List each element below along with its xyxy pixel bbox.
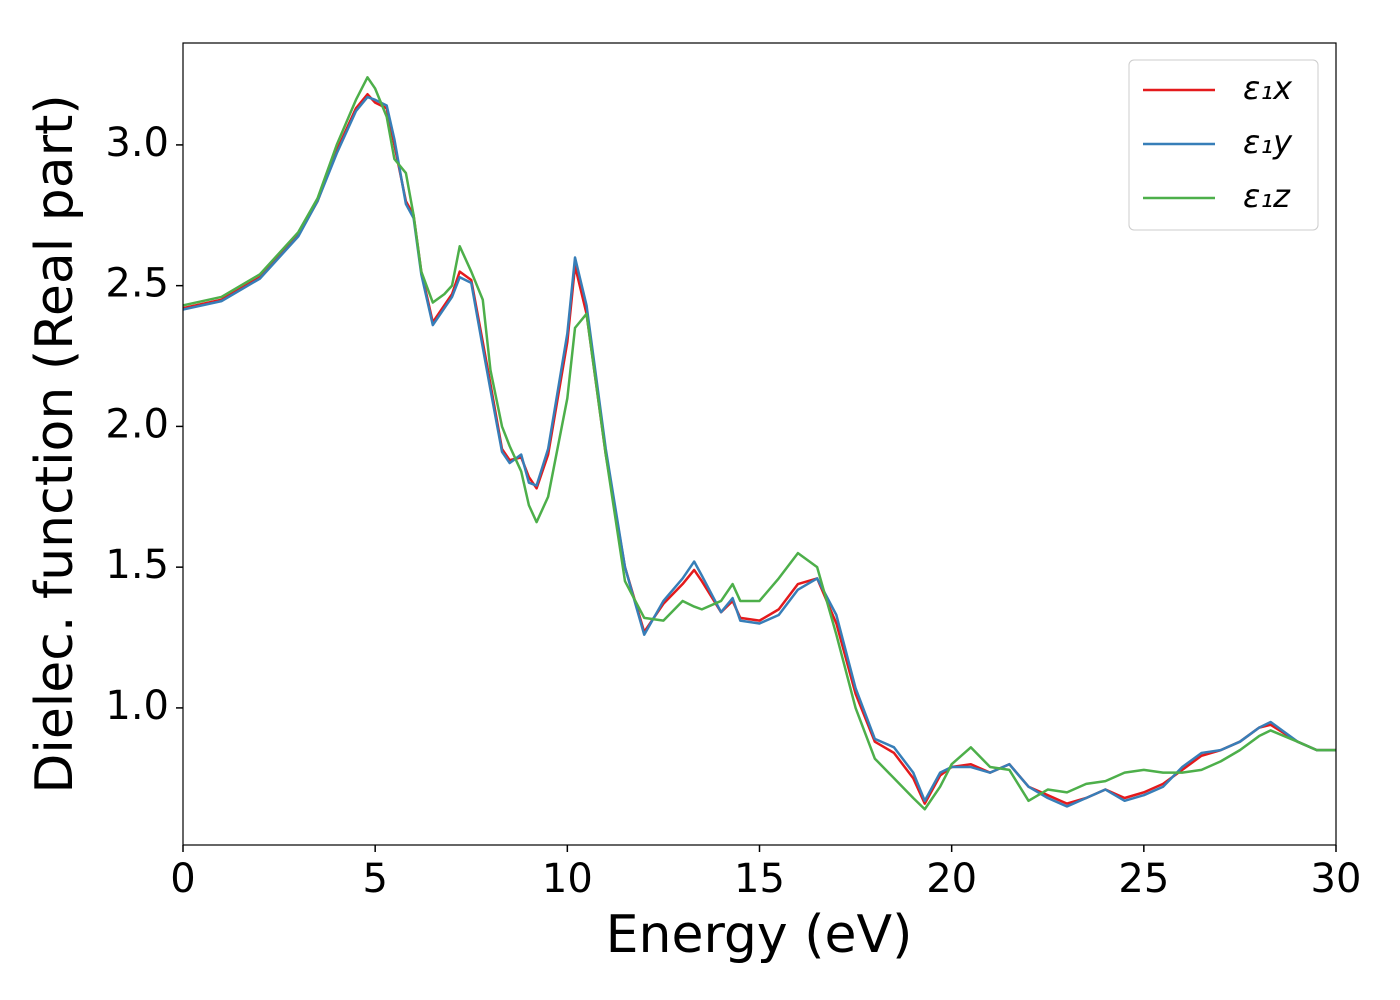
legend-label: ε₁x bbox=[1243, 69, 1293, 107]
data-line bbox=[183, 76, 1336, 811]
x-tick-label: 30 bbox=[1311, 856, 1362, 902]
x-tick-label: 15 bbox=[734, 856, 785, 902]
y-tick-label: 2.0 bbox=[105, 401, 169, 447]
y-tick-label: 3.0 bbox=[105, 120, 169, 166]
x-tick-label: 5 bbox=[362, 856, 387, 902]
y-tick-label: 1.5 bbox=[105, 542, 169, 588]
legend-box bbox=[1128, 59, 1319, 231]
x-tick-label: 20 bbox=[926, 856, 977, 902]
x-axis-title: Energy (eV) bbox=[606, 905, 913, 965]
x-tick-label: 10 bbox=[542, 856, 593, 902]
x-tick-label: 0 bbox=[170, 856, 195, 902]
legend-label: ε₁y bbox=[1243, 123, 1293, 161]
plot-frame bbox=[182, 42, 1337, 846]
legend-label: ε₁z bbox=[1243, 177, 1291, 215]
x-tick-label: 25 bbox=[1118, 856, 1169, 902]
y-tick-label: 2.5 bbox=[105, 261, 169, 307]
y-tick-label: 1.0 bbox=[105, 683, 169, 729]
y-axis-title: Dielec. function (Real part) bbox=[25, 94, 85, 793]
data-line bbox=[183, 95, 1336, 808]
